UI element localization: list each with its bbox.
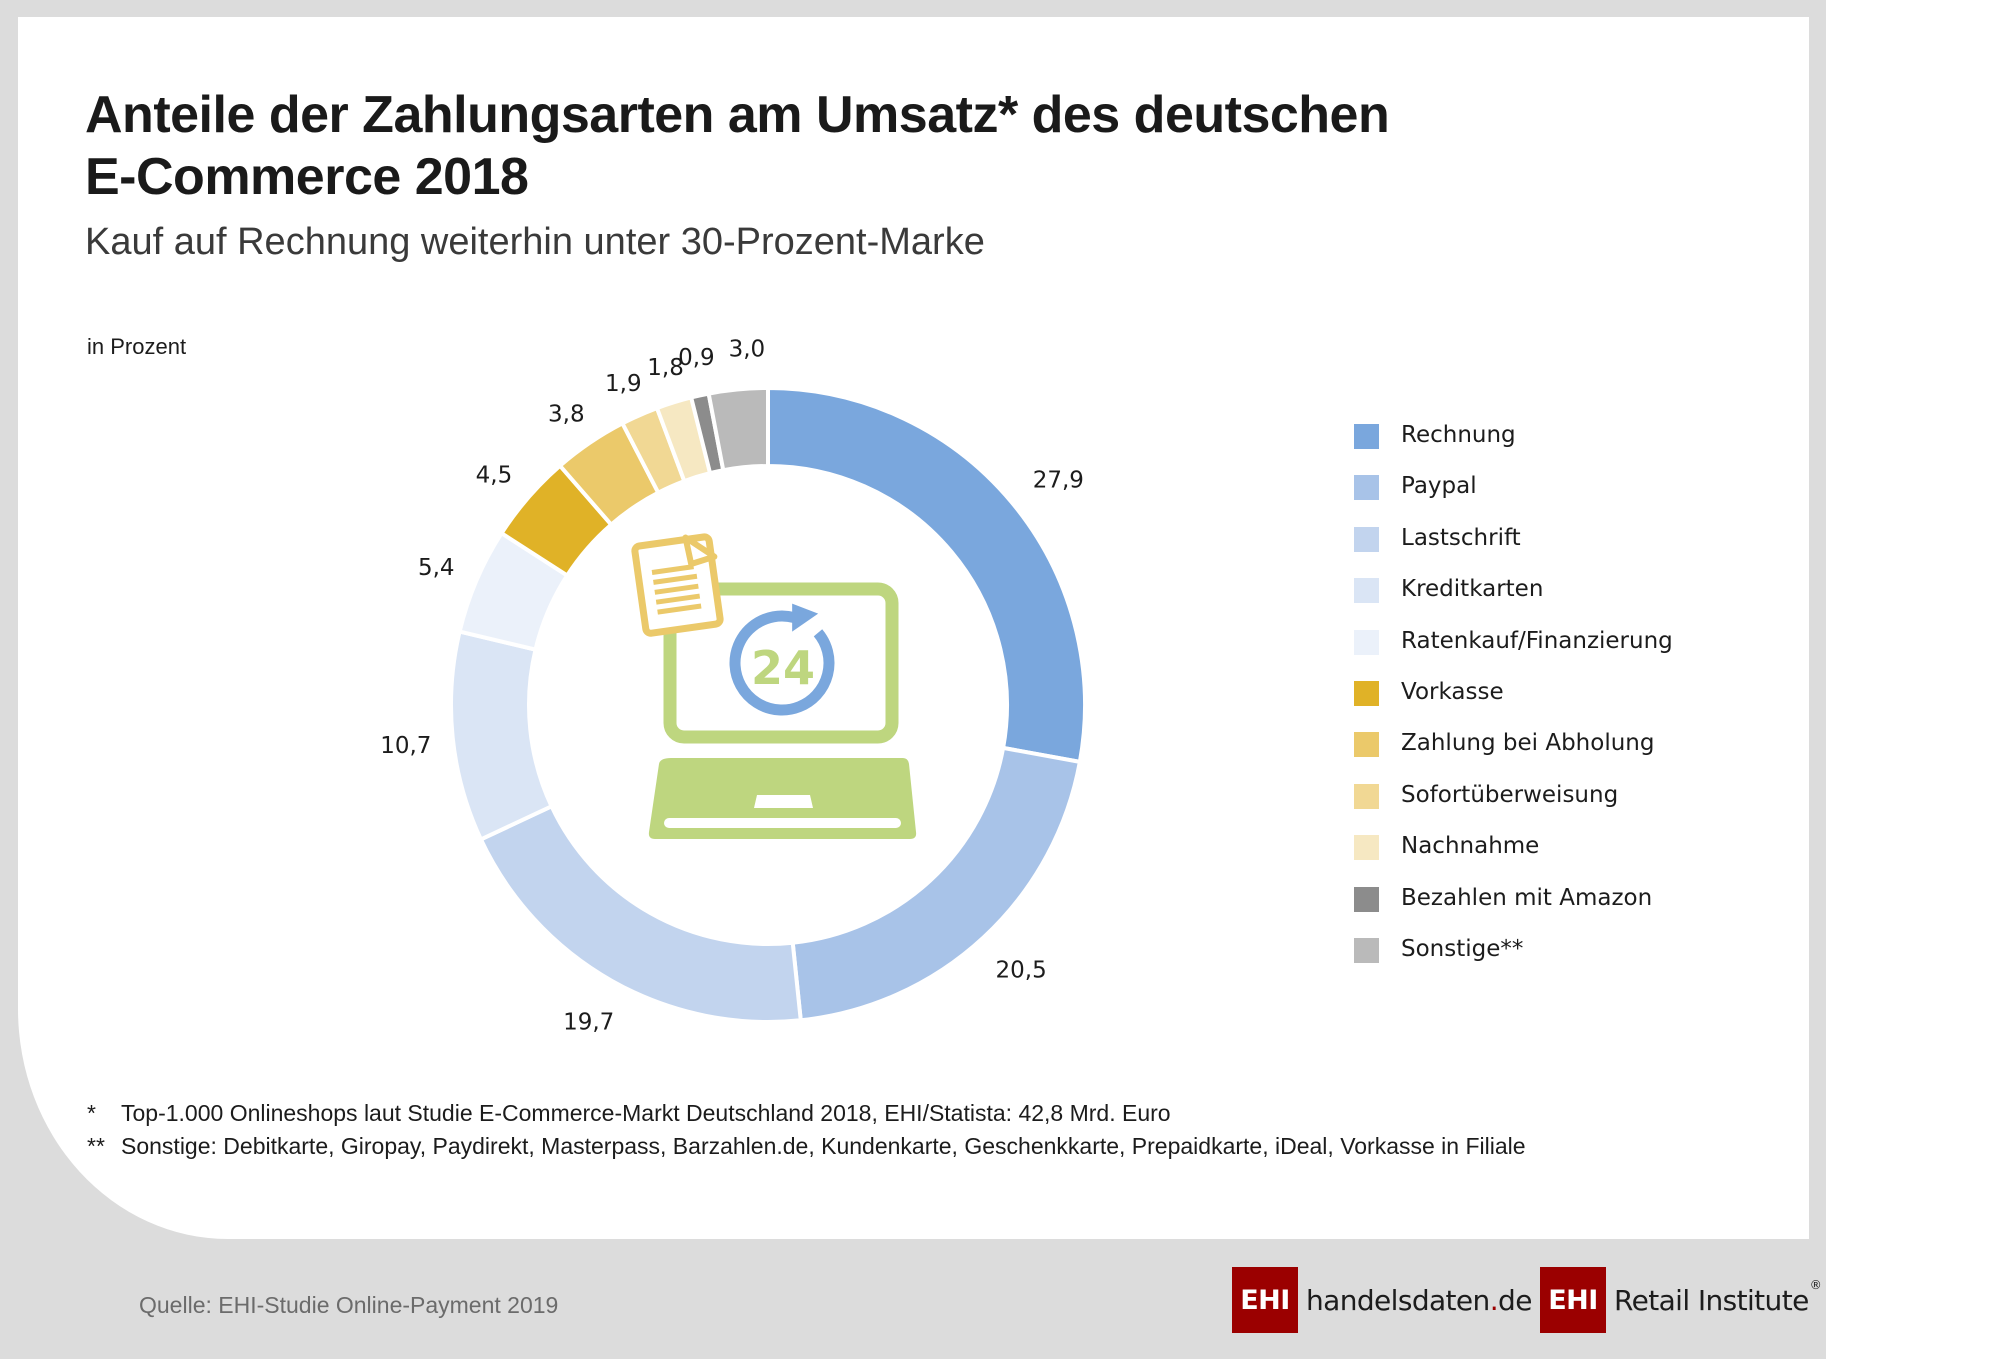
legend-item: Bezahlen mit Amazon xyxy=(1354,885,1673,936)
legend-swatch xyxy=(1354,886,1379,912)
legend-label: Lastschrift xyxy=(1401,524,1521,551)
legend-item: Ratenkauf/Finanzierung xyxy=(1354,628,1673,679)
legend-label: Nachnahme xyxy=(1401,833,1540,860)
legend-item: Kreditkarten xyxy=(1354,576,1673,627)
legend-item: Sonstige** xyxy=(1354,936,1673,987)
legend-swatch xyxy=(1354,835,1379,861)
legend-label: Zahlung bei Abholung xyxy=(1401,730,1655,757)
footnote-text: Top-1.000 Onlineshops laut Studie E-Comm… xyxy=(121,1100,1171,1126)
retail-institute-wordmark: Retail Institute® xyxy=(1614,1278,1822,1317)
registered-mark-icon: ® xyxy=(1809,1277,1822,1292)
laptop-touchpad-icon xyxy=(754,795,813,808)
legend-swatch xyxy=(1354,424,1379,449)
arrow-head-icon xyxy=(792,603,819,632)
data-label: 3,0 xyxy=(729,337,766,363)
legend-label: Ratenkauf/Finanzierung xyxy=(1401,627,1673,654)
footnote-mark: ** xyxy=(87,1133,105,1159)
legend-swatch xyxy=(1354,475,1379,501)
legend-label: Rechnung xyxy=(1401,422,1516,448)
legend-label: Paypal xyxy=(1401,473,1477,500)
donut-slices xyxy=(449,385,1087,1024)
unit-label: in Prozent xyxy=(87,334,187,359)
data-label: 4,5 xyxy=(476,462,513,488)
handelsdaten-wordmark: handelsdaten.de xyxy=(1306,1284,1532,1317)
donut-slice-rechnung xyxy=(766,385,1087,765)
laptop-screen-icon xyxy=(663,582,899,744)
legend-item: Nachnahme xyxy=(1354,833,1673,884)
legend-swatch xyxy=(1354,629,1379,655)
footnotes: * Top-1.000 Onlineshops laut Studie E-Co… xyxy=(87,1097,1526,1163)
legend-swatch xyxy=(1354,937,1379,963)
donut-slice-sonstige xyxy=(706,385,770,473)
source-note: Quelle: EHI-Studie Online-Payment 2019 xyxy=(139,1292,559,1318)
retail-institute-name: Retail Institute xyxy=(1614,1283,1809,1317)
data-label: 20,5 xyxy=(996,957,1047,983)
chart-card xyxy=(18,17,1809,1239)
legend-item: Lastschrift xyxy=(1354,525,1673,576)
legend-swatch xyxy=(1354,526,1379,552)
ehi-logo-box: EHI xyxy=(1540,1267,1606,1333)
legend-label: Sonstige** xyxy=(1401,935,1524,962)
ehi-logo-box: EHI xyxy=(1232,1267,1298,1333)
legend-label: Kreditkarten xyxy=(1401,576,1544,603)
data-label: 1,9 xyxy=(605,371,642,397)
data-label: 3,8 xyxy=(548,402,585,428)
legend-swatch xyxy=(1354,578,1379,604)
legend-item: Sofortüberweisung xyxy=(1354,782,1673,833)
donut-slice-kreditkarten xyxy=(449,629,555,843)
footnote-mark: * xyxy=(87,1100,96,1126)
ehi-retail-institute-logo[interactable]: EHI Retail Institute® xyxy=(1540,1267,1822,1333)
invoice-document-icon xyxy=(631,533,724,637)
handelsdaten-tld: de xyxy=(1498,1283,1532,1317)
legend-label: Vorkasse xyxy=(1401,678,1504,705)
data-label: 1,8 xyxy=(647,355,684,381)
footnote-1: * Top-1.000 Onlineshops laut Studie E-Co… xyxy=(87,1097,1526,1130)
handelsdaten-logo[interactable]: EHI handelsdaten.de xyxy=(1232,1267,1532,1333)
footnote-text: Sonstige: Debitkarte, Giropay, Paydirekt… xyxy=(121,1133,1526,1159)
chart-title-line-2: E-Commerce 2018 xyxy=(85,148,529,206)
handelsdaten-dot: . xyxy=(1489,1283,1499,1317)
legend-label: Bezahlen mit Amazon xyxy=(1401,884,1653,911)
refresh-arrow-icon xyxy=(729,610,835,716)
laptop-24h-invoice-icon: 24 xyxy=(631,533,917,839)
chart-title: Anteile der Zahlungsarten am Umsatz* des… xyxy=(85,84,1585,208)
legend-item: Vorkasse xyxy=(1354,679,1673,730)
legend-item: Zahlung bei Abholung xyxy=(1354,730,1673,781)
footnote-2: ** Sonstige: Debitkarte, Giropay, Paydir… xyxy=(87,1130,1526,1163)
legend-item: Paypal xyxy=(1354,473,1673,524)
data-label: 0,9 xyxy=(678,345,715,371)
legend-label: Sofortüberweisung xyxy=(1401,781,1619,808)
chart-title-line-1: Anteile der Zahlungsarten am Umsatz* des… xyxy=(85,86,1390,144)
legend-swatch xyxy=(1354,732,1379,758)
data-labels: 27,9 20,5 19,7 10,7 5,4 4,5 3,8 1,91,80,9 3,0 xyxy=(380,337,1084,1036)
legend-swatch xyxy=(1354,783,1379,809)
laptop-spacebar-icon xyxy=(664,818,901,828)
data-label: 5,4 xyxy=(418,555,455,581)
data-label: 10,7 xyxy=(380,733,431,759)
chart-subtitle: Kauf auf Rechnung weiterhin unter 30-Pro… xyxy=(85,221,985,263)
chart-legend: Rechnung Paypal Lastschrift Kreditkarten Rat… xyxy=(1354,422,1673,987)
legend-swatch xyxy=(1354,680,1379,706)
legend-item: Rechnung xyxy=(1354,422,1673,473)
handelsdaten-name: handelsdaten xyxy=(1306,1283,1490,1317)
data-label: 27,9 xyxy=(1033,468,1084,494)
24-hours-icon-text: 24 xyxy=(751,641,815,695)
data-label: 19,7 xyxy=(563,1009,614,1035)
